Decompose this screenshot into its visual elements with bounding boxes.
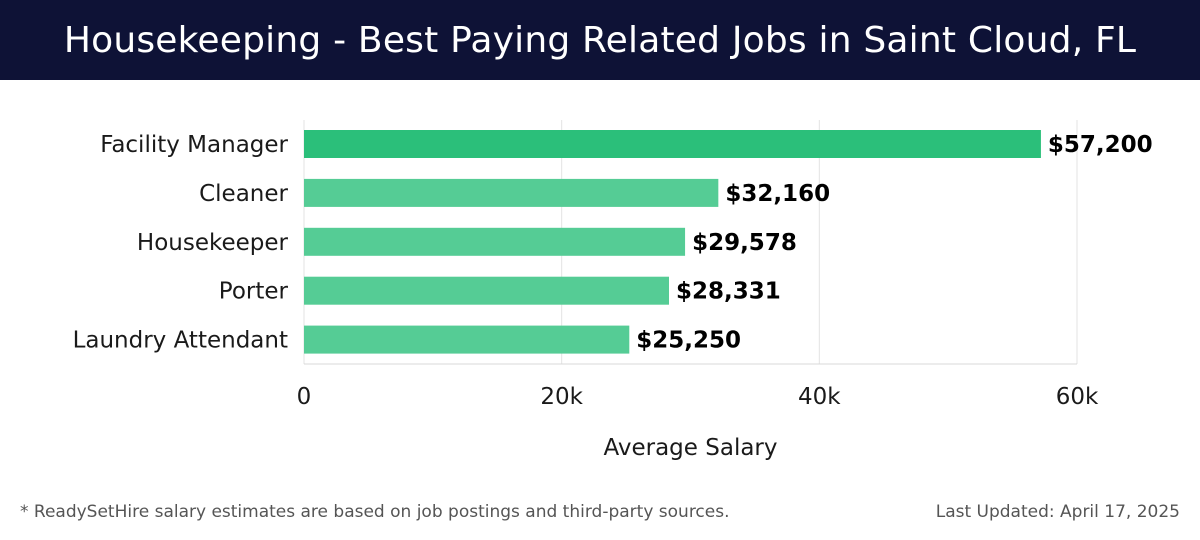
category-label: Cleaner: [199, 181, 288, 207]
grid-lines: [303, 120, 1078, 365]
value-label: $29,578: [692, 230, 797, 256]
value-label: $57,200: [1048, 132, 1153, 158]
value-label: $32,160: [725, 181, 830, 207]
chart-title: Housekeeping - Best Paying Related Jobs …: [63, 19, 1137, 61]
bar: [304, 227, 686, 256]
bar: [304, 130, 1041, 158]
x-tick-label: 0: [297, 384, 312, 410]
x-axis-title: Average Salary: [603, 435, 777, 461]
category-label: Porter: [219, 279, 289, 305]
bar-chart: Facility Manager Cleaner Housekeeper Porter…: [73, 120, 1153, 461]
value-labels: $57,200 $32,160 $29,578 $28,331 $25,250: [636, 132, 1152, 354]
bar: [304, 325, 630, 354]
last-updated: Last Updated: April 17, 2025: [935, 502, 1180, 522]
chart-header: Housekeeping - Best Paying Related Jobs …: [0, 0, 1200, 80]
x-tick-label: 40k: [798, 384, 841, 410]
category-label: Facility Manager: [100, 132, 288, 158]
x-tick-label: 60k: [1056, 384, 1099, 410]
value-label: $25,250: [636, 328, 741, 354]
value-label: $28,331: [676, 279, 781, 305]
category-label: Laundry Attendant: [73, 328, 288, 354]
category-label: Housekeeper: [137, 230, 289, 256]
footer-note: * ReadySetHire salary estimates are base…: [20, 502, 730, 522]
bars: [304, 130, 1041, 354]
x-tick-label: 20k: [540, 384, 583, 410]
bar: [304, 276, 669, 305]
category-labels: Facility Manager Cleaner Housekeeper Porter…: [73, 132, 289, 354]
bar: [304, 178, 719, 207]
x-tick-labels: 0 20k 40k 60k: [297, 384, 1099, 410]
